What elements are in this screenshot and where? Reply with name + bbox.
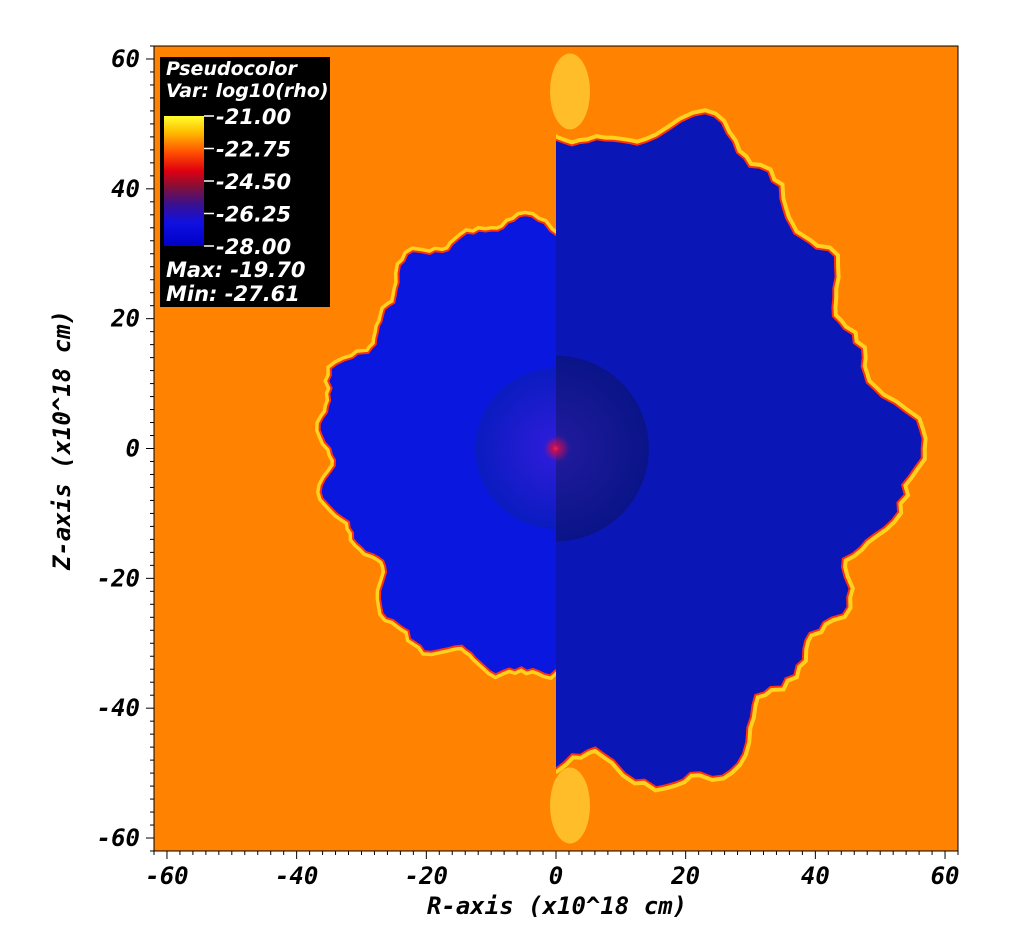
x-tick-label: -60	[145, 862, 188, 890]
legend: Pseudocolor Var: log10(rho) -21.00 -22.75…	[160, 57, 330, 307]
left-cavity	[318, 214, 556, 677]
x-tick-label: 20	[670, 862, 700, 890]
y-tick-label: -40	[97, 694, 140, 722]
bottom-jet	[550, 767, 590, 844]
color-bar-level-label: -26.25	[216, 203, 291, 227]
x-axis-label: R-axis (x10^18 cm)	[427, 892, 687, 920]
color-bar-level-label: -28.00	[216, 235, 291, 259]
x-tick-label: 0	[549, 862, 563, 890]
x-tick-label: 60	[931, 862, 960, 890]
y-tick-label: 20	[110, 305, 140, 333]
left-inner-region	[475, 368, 556, 529]
color-bar-level-label: -22.75	[216, 138, 291, 162]
x-tick-label: -40	[275, 862, 318, 890]
left-bubble-half	[315, 210, 556, 681]
color-bar-levels: -21.00 -22.75 -24.50 -26.25 -28.00	[204, 105, 291, 259]
legend-title: Pseudocolor	[166, 58, 299, 80]
y-tick-label: 40	[111, 175, 140, 203]
y-tick-label: -20	[97, 564, 140, 592]
right-cavity	[556, 112, 924, 789]
color-bar	[164, 116, 204, 246]
legend-min: Min: -27.61	[166, 282, 300, 306]
legend-max: Max: -19.70	[166, 258, 305, 282]
y-tick-label: 60	[111, 45, 140, 73]
right-bubble-half	[556, 108, 928, 793]
color-bar-level-label: -21.00	[216, 105, 291, 129]
top-jet	[550, 53, 590, 130]
y-tick-label: 0	[126, 435, 140, 463]
x-tick-label: 40	[801, 862, 830, 890]
right-inner-region	[556, 355, 649, 542]
shock-bubbles	[315, 53, 928, 844]
x-tick-label: -20	[405, 862, 448, 890]
y-tick-label: -60	[97, 824, 140, 852]
y-axis-label: Z-axis (x10^18 cm)	[48, 310, 76, 571]
legend-variable: Var: log10(rho)	[166, 80, 329, 102]
axis-ticks: -60 -40 -20 0 20 40 60 60 40 20 0 -20 -40 -60	[97, 45, 960, 890]
color-bar-level-label: -24.50	[216, 170, 291, 194]
